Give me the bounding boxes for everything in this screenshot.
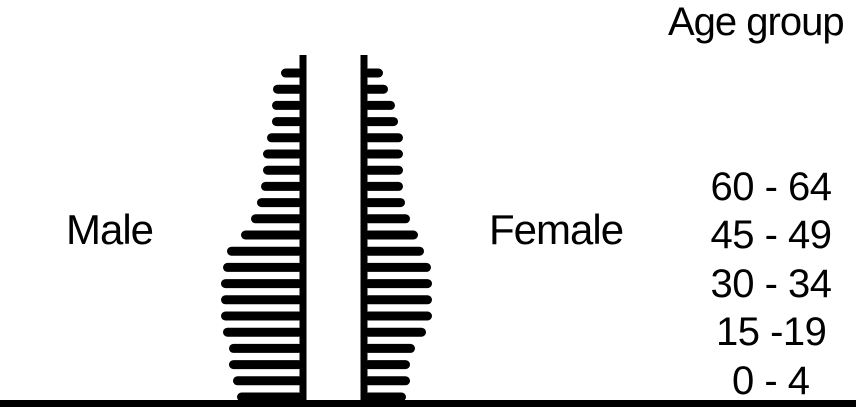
female-label: Female: [489, 206, 624, 253]
age-tick-label: 45 - 49: [710, 213, 833, 258]
age-group-axis-title: Age group: [668, 0, 845, 44]
male-bar-55-59: [251, 214, 303, 224]
female-bar-65-69: [364, 181, 403, 191]
male-bar-85-89: [272, 117, 303, 127]
age-tick-label: 30 - 34: [710, 261, 833, 306]
female-bar-25-29: [364, 311, 432, 321]
female-bar-35-39: [364, 279, 432, 289]
male-bar-70-74: [263, 165, 303, 175]
male-bar-25-29: [221, 311, 303, 321]
male-bar-40-44: [223, 262, 303, 272]
male-bar-65-69: [261, 181, 303, 191]
male-bar-60-64: [257, 198, 303, 208]
female-bar-20-24: [364, 327, 426, 337]
age-tick-label: 60 - 64: [710, 164, 833, 209]
female-bar-55-59: [364, 214, 410, 224]
female-bar-70-74: [364, 165, 403, 175]
female-bar-50-54: [364, 230, 418, 240]
female-bar-100plus: [364, 68, 383, 78]
male-bar-95-99: [273, 84, 303, 94]
female-bar-85-89: [364, 117, 398, 127]
female-bar-45-49: [364, 246, 424, 256]
male-bar-20-24: [223, 327, 303, 337]
male-bar-45-49: [227, 246, 303, 256]
female-bar-80-84: [364, 133, 403, 143]
male-bar-50-54: [241, 230, 303, 240]
male-bar-30-34: [221, 295, 303, 305]
female-bar-75-79: [364, 149, 403, 159]
age-tick-label: 15 -19: [716, 310, 827, 355]
male-bar-0-4: [237, 392, 303, 402]
male-bar-90-94: [272, 100, 303, 110]
female-bar-40-44: [364, 262, 431, 272]
female-bar-15-19: [364, 343, 415, 353]
female-bar-95-99: [364, 84, 388, 94]
age-tick-label: 0 - 4: [732, 359, 810, 403]
female-bar-10-14: [364, 360, 410, 370]
male-bar-35-39: [221, 279, 303, 289]
male-bar-15-19: [229, 343, 303, 353]
bars-group: [221, 68, 432, 402]
male-bar-80-84: [267, 133, 303, 143]
male-bar-75-79: [263, 149, 303, 159]
female-bar-30-34: [364, 295, 432, 305]
male-bar-5-9: [233, 376, 303, 386]
female-bar-5-9: [364, 376, 410, 386]
female-bar-60-64: [364, 198, 405, 208]
female-bar-90-94: [364, 100, 395, 110]
male-bar-10-14: [229, 360, 303, 370]
female-bar-0-4: [364, 392, 406, 402]
male-label: Male: [66, 206, 154, 253]
male-bar-100plus: [281, 68, 303, 78]
